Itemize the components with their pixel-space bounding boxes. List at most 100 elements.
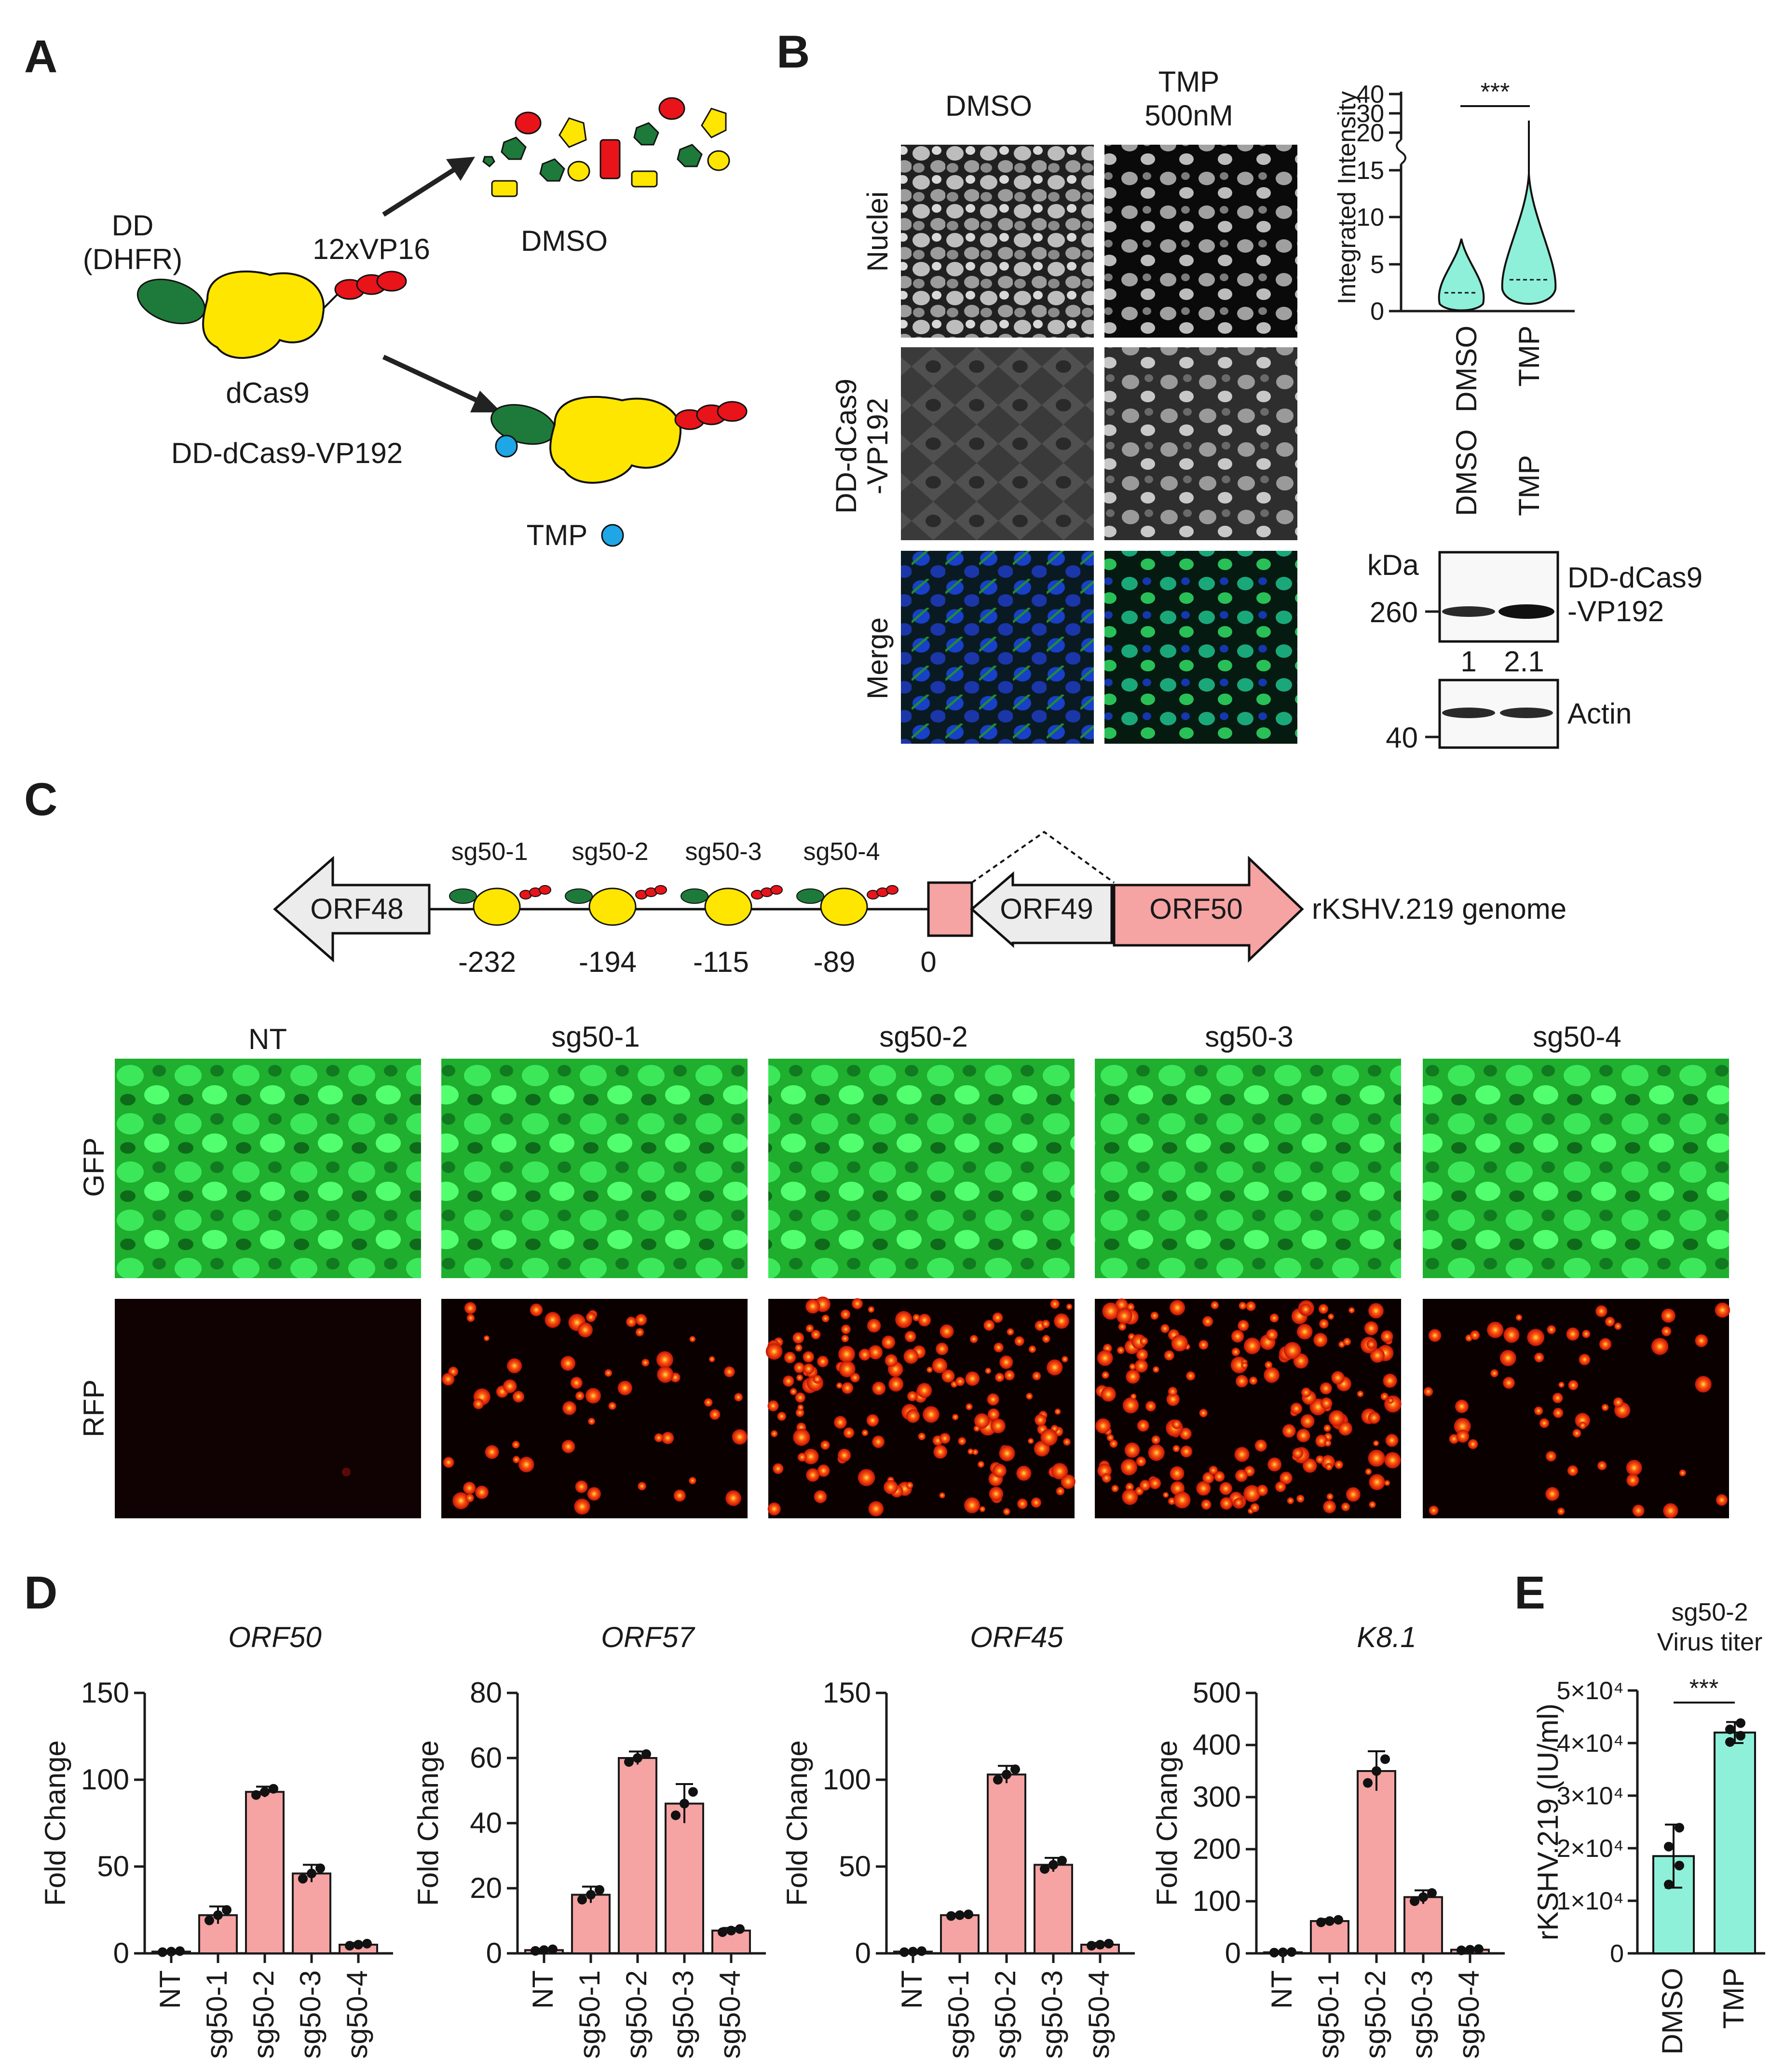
rfp-cell-signal [1338,1421,1352,1436]
rfp-cell-signal [656,1351,673,1368]
rfp-cell-signal [923,1406,940,1423]
rfp-cell-signal [654,1433,664,1443]
rfp-cell-signal [1323,1424,1331,1432]
rfp-cell-signal [1032,1371,1041,1380]
y-tick-label: 80 [470,1677,502,1709]
rfp-cell-signal [790,1388,797,1395]
column-label-sg50-4: sg50-4 [1533,1021,1621,1053]
rfp-cell-signal [1173,1491,1191,1509]
rfp-cell-signal [585,1388,601,1404]
rfp-cell-signal [1454,1418,1471,1435]
data-point [624,1757,634,1767]
rfp-cell-signal [1062,1356,1068,1363]
rfp-cell-signal [635,1314,647,1326]
rfp-cell-signal [1264,1367,1280,1383]
rfp-cell-signals [342,1296,1730,1518]
rfp-cell-signal [817,1356,829,1367]
rfp-cell-signal [1017,1499,1028,1509]
rfp-cell-signal [1280,1472,1293,1485]
rfp-cell-signal [1632,1504,1645,1517]
y-axis-label: Fold Change [781,1740,813,1906]
rfp-cell-signal [798,1453,807,1462]
rfp-cell-signal [635,1328,644,1336]
rfp-cell-signal [1373,1440,1379,1446]
bar [571,1894,611,1954]
tss-box [927,881,973,937]
rfp-cell-signal [868,1345,883,1360]
rfp-cell-signal [484,1335,490,1341]
panel-a-letter: A [24,31,57,82]
rfp-cell-signal [1715,1302,1730,1318]
x-tick-label: sg50-3 [1036,1970,1068,2058]
rfp-cell-signal [1168,1387,1177,1396]
rfp-cell-signal [1455,1400,1469,1413]
micrograph-merge-dmso [901,551,1094,744]
rfp-cell-signal [725,1490,741,1506]
position-label: -115 [693,946,749,978]
rfp-cell-signal [936,1342,949,1355]
rfp-cell-signal [912,1314,920,1322]
rfp-cell-signal [1290,1403,1303,1415]
rfp-cell-signal [1300,1303,1312,1315]
rfp-cell-signal [1163,1492,1169,1498]
rfp-cell-signal [1368,1303,1384,1319]
rfp-cell-signal [1613,1397,1623,1408]
rfp-cell-signal [852,1298,863,1309]
rfp-cell-signal [575,1391,585,1401]
data-point [586,1890,596,1900]
rfp-cell-signal [1116,1308,1132,1324]
rfp-cell-signal [1249,1377,1258,1385]
rfp-cell-signal [1292,1448,1304,1459]
rfp-cell-signal [1035,1414,1047,1426]
y-tick-label: 60 [470,1742,502,1774]
rfp-cell-signal [1127,1303,1135,1311]
rfp-cell-signal [1198,1340,1209,1350]
rfp-cell-signal [999,1355,1013,1369]
rfp-cell-signal [1296,1323,1313,1340]
rfp-cell-signal [868,1306,875,1313]
rfp-cell-signal [803,1448,819,1465]
titer-significance-label: *** [1689,1675,1719,1703]
rfp-cell-signal [638,1482,646,1491]
tick-label: 0 [1370,298,1384,326]
x-tick-label: NT [527,1970,559,2009]
rfp-cell-signal [1456,1430,1470,1443]
rfp-cell-signal [1325,1463,1333,1471]
blot-band-tmp [1498,604,1554,619]
rfp-cell-signal [1546,1451,1556,1462]
rfp-cell-signal [817,1464,830,1477]
rfp-cell-signal [661,1431,674,1445]
rfp-cell-signal [885,1354,898,1367]
y-axis-label: Fold Change [412,1740,444,1906]
micrograph-construct-tmp [1104,347,1297,540]
rfp-cell-signal [1503,1377,1515,1389]
rfp-cell-signal [1209,1466,1218,1475]
data-point [993,1775,1003,1785]
column-label-sg50-1: sg50-1 [551,1021,640,1053]
rfp-cell-signal [1134,1359,1148,1373]
data-point [222,1905,232,1915]
row-label-rfp: RFP [78,1379,110,1437]
rfp-cell-signal [811,1330,821,1339]
rfp-cell-signal [1626,1459,1642,1476]
rfp-cell-signal [1303,1459,1317,1473]
axis-break [1396,139,1406,165]
data-point [260,1787,270,1797]
rfp-cell-signal [1042,1335,1050,1343]
guide-label-2: sg50-2 [572,838,649,866]
rfp-cell-signal [1316,1455,1324,1464]
rfp-cell-signal [617,1380,632,1395]
data-point [1465,1945,1475,1955]
rfp-cell-signal [1599,1338,1612,1350]
y-tick-label: 0 [855,1937,871,1969]
rfp-cell-signal [882,1336,896,1349]
rfp-cell-signal [342,1468,351,1476]
x-tick-label: sg50-3 [294,1970,327,2058]
rfp-cell-signal [641,1359,650,1367]
rfp-cell-signal [1614,1322,1622,1330]
rfp-cell-signal [1202,1472,1214,1484]
row-label-gfp: GFP [78,1137,110,1197]
rfp-cell-signal [1597,1461,1607,1471]
rfp-cell-signal [604,1369,613,1377]
